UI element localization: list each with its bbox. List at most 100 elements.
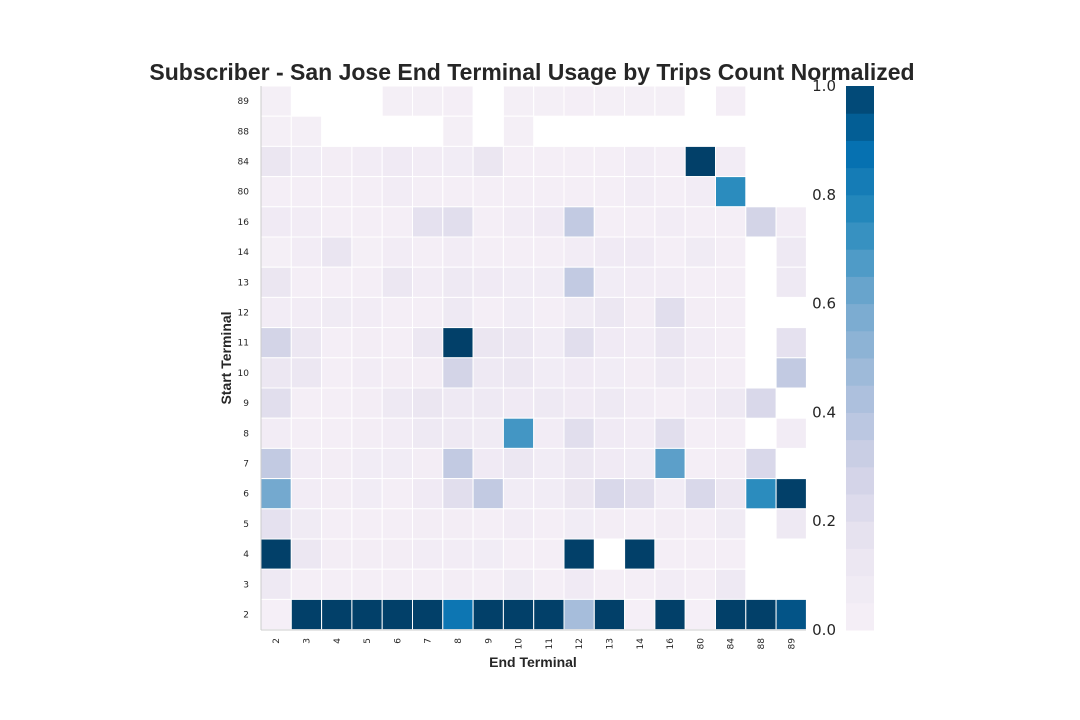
heatmap-cell — [412, 568, 444, 600]
heatmap-cell — [715, 145, 747, 178]
heatmap-cell — [412, 296, 444, 329]
colorbar-segment — [846, 439, 874, 468]
colorbar-segment — [846, 385, 874, 413]
x-tick-label: 12 — [575, 638, 585, 649]
heatmap-cell — [351, 478, 383, 510]
heatmap-cell — [260, 508, 292, 540]
y-axis-label: Start Terminal — [218, 311, 234, 404]
colorbar-segment — [846, 575, 874, 604]
heatmap-cell — [260, 568, 292, 600]
heatmap-cell — [442, 176, 474, 208]
heatmap-cell — [775, 327, 807, 359]
colorbar-segment — [846, 330, 874, 359]
heatmap-cell — [593, 478, 626, 510]
heatmap-cell — [381, 176, 414, 208]
heatmap-cell — [321, 236, 353, 268]
heatmap-cell — [715, 387, 747, 419]
colorbar-segment — [846, 303, 874, 332]
heatmap-cell — [654, 176, 686, 208]
heatmap-cell — [351, 266, 383, 298]
heatmap-cell — [593, 417, 626, 449]
heatmap-cell — [502, 598, 535, 631]
colorbar-segment — [846, 113, 874, 141]
colorbar-segment — [846, 222, 874, 250]
heatmap-cell — [563, 357, 595, 389]
heatmap-cell — [290, 236, 323, 268]
heatmap-cell — [563, 387, 595, 419]
heatmap-cell — [412, 598, 444, 631]
heatmap-cell — [351, 447, 383, 480]
heatmap-cell — [412, 145, 444, 178]
heatmap-cell — [442, 417, 474, 449]
heatmap-cell — [502, 296, 535, 329]
y-tick-label: 80 — [238, 188, 250, 198]
heatmap-cell — [442, 296, 474, 329]
x-tick-label: 88 — [757, 638, 767, 650]
heatmap-cell — [321, 447, 353, 480]
heatmap-cell — [684, 327, 717, 359]
colorbar-segment — [846, 466, 874, 495]
heatmap-cell — [654, 447, 686, 480]
heatmap-cell — [290, 296, 323, 329]
x-tick-label: 89 — [787, 638, 797, 650]
heatmap-cell — [472, 145, 504, 178]
heatmap-cell — [260, 115, 292, 147]
heatmap-cell — [533, 266, 565, 298]
heatmap-cell — [381, 296, 414, 329]
heatmap-cell — [412, 538, 444, 570]
heatmap-cell — [654, 538, 686, 570]
heatmap-cell — [684, 296, 717, 329]
heatmap-cell — [715, 266, 747, 298]
heatmap-cell — [442, 236, 474, 268]
heatmap-cell — [654, 327, 686, 359]
heatmap-cell — [260, 538, 292, 570]
heatmap-cell — [381, 206, 414, 238]
colorbar-segment — [846, 602, 874, 631]
heatmap-cell — [624, 236, 656, 268]
heatmap-cell — [593, 568, 626, 600]
heatmap-cells — [260, 85, 807, 631]
heatmap-cell — [321, 598, 353, 631]
heatmap-cell — [472, 206, 504, 238]
heatmap-cell — [715, 568, 747, 600]
heatmap-cell — [442, 598, 474, 631]
heatmap-cell — [412, 447, 444, 480]
heatmap-cell — [563, 598, 595, 631]
heatmap-cell — [533, 568, 565, 600]
y-tick-label: 89 — [238, 97, 250, 107]
x-tick-label: 9 — [484, 638, 494, 644]
heatmap-cell — [684, 357, 717, 389]
heatmap-cell — [563, 85, 595, 117]
heatmap-cell — [593, 236, 626, 268]
heatmap-cell — [502, 85, 535, 117]
heatmap-cell — [684, 508, 717, 540]
heatmap-cell — [351, 176, 383, 208]
heatmap-cell — [533, 145, 565, 178]
heatmap-cell — [563, 538, 595, 570]
y-tick-label: 88 — [238, 127, 250, 137]
y-tick-label: 11 — [238, 339, 249, 349]
x-tick-label: 2 — [272, 638, 282, 644]
heatmap-cell — [381, 598, 414, 631]
heatmap-cell — [321, 145, 353, 178]
colorbar-segment — [846, 167, 874, 196]
heatmap-cell — [715, 447, 747, 480]
heatmap-cell — [593, 447, 626, 480]
heatmap-cell — [260, 236, 292, 268]
heatmap-cell — [290, 115, 323, 147]
heatmap-cell — [654, 357, 686, 389]
heatmap-cell — [290, 387, 323, 419]
colorbar-tick-label: 0.4 — [812, 403, 836, 421]
heatmap-cell — [775, 478, 807, 510]
heatmap-cell — [624, 387, 656, 419]
heatmap-cell — [381, 85, 414, 117]
y-tick-label: 5 — [243, 520, 249, 530]
heatmap-cell — [502, 538, 535, 570]
heatmap-cell — [775, 508, 807, 540]
heatmap-cell — [745, 387, 777, 419]
heatmap-cell — [502, 447, 535, 480]
heatmap-cell — [472, 266, 504, 298]
heatmap-cell — [290, 176, 323, 208]
heatmap-cell — [290, 145, 323, 178]
heatmap-cell — [381, 417, 414, 449]
